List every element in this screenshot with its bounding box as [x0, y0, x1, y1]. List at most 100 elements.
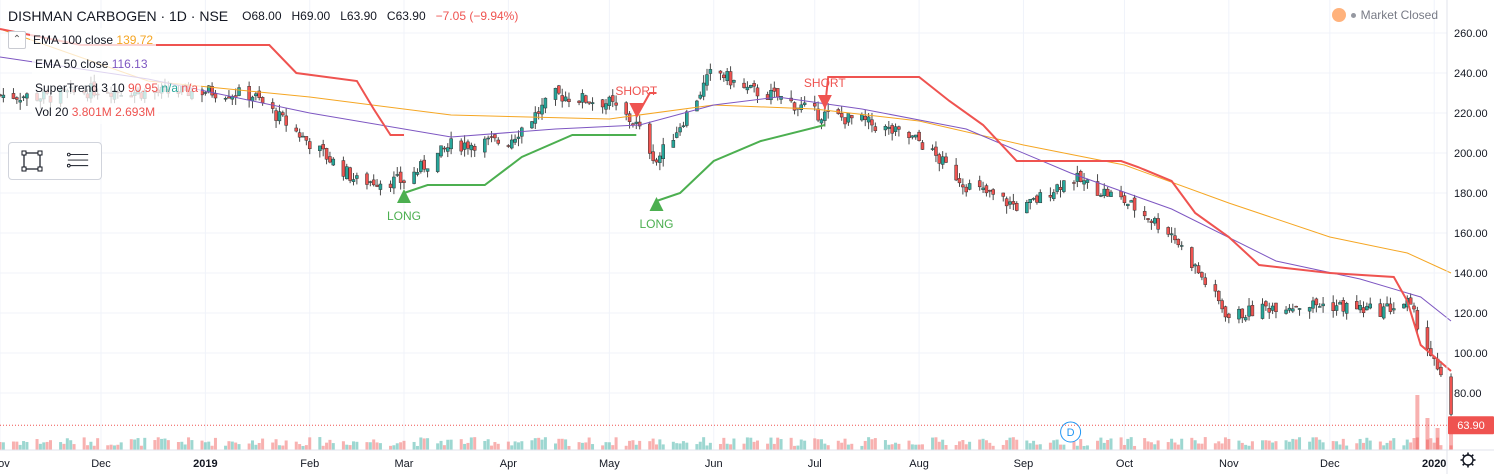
- candle-body: [1156, 218, 1160, 230]
- volume-bar: [59, 442, 63, 450]
- candle-body: [1284, 309, 1288, 314]
- y-tick-label: 220.00: [1454, 108, 1488, 120]
- close-value: C63.90: [386, 9, 426, 23]
- volume-bar: [15, 441, 19, 450]
- rectangle-tool-icon[interactable]: [20, 149, 44, 173]
- volume-bar: [1439, 445, 1443, 450]
- volume-bar: [251, 440, 254, 450]
- volume-bar: [991, 445, 995, 450]
- short-signal-label: SHORT: [804, 76, 846, 90]
- volume-bar: [803, 440, 807, 450]
- volume-bar: [341, 441, 345, 450]
- candle-body: [567, 98, 571, 103]
- volume-bar: [1415, 437, 1419, 450]
- candle-body: [897, 126, 901, 130]
- candle-body: [553, 87, 558, 100]
- collapse-indicators-icon[interactable]: ⌃: [8, 31, 26, 49]
- volume-bar: [1133, 445, 1137, 450]
- candle-body: [1264, 301, 1268, 307]
- indicator-ema100[interactable]: ⌃ EMA 100 close 139.72: [8, 28, 518, 52]
- indicator-ema50[interactable]: EMA 50 close 116.13: [32, 52, 518, 76]
- candle-body: [1048, 194, 1053, 198]
- volume-bar: [698, 441, 702, 450]
- symbol-title[interactable]: DISHMAN CARBOGEN · 1D · NSE: [8, 8, 229, 24]
- volume-bar: [510, 445, 514, 450]
- volume-bar: [207, 441, 211, 450]
- volume-bar: [937, 441, 941, 450]
- volume-bar: [304, 445, 308, 450]
- volume-bar: [190, 440, 194, 450]
- candle-body: [674, 132, 679, 138]
- long-signal-label: LONG: [387, 209, 421, 223]
- settings-lines-icon[interactable]: [66, 149, 90, 173]
- short-signal-label: SHORT: [615, 84, 657, 98]
- event-marker-label: D: [1067, 427, 1075, 439]
- volume-bar: [883, 440, 887, 450]
- candle-body: [371, 179, 376, 186]
- volume-bar: [1341, 438, 1345, 450]
- volume-bar: [1079, 439, 1083, 450]
- candle-body: [425, 168, 430, 172]
- candle-body: [1274, 302, 1278, 312]
- volume-bar: [136, 438, 140, 450]
- volume-bar: [1345, 445, 1349, 450]
- volume-bar: [981, 438, 985, 450]
- candle-body: [483, 138, 487, 153]
- candle-body: [1075, 172, 1080, 182]
- volume-bar: [166, 440, 170, 450]
- volume-bar: [978, 439, 982, 450]
- candle-body: [533, 112, 538, 124]
- candle-body: [977, 180, 982, 188]
- candle-body: [328, 156, 332, 163]
- volume-bar: [82, 437, 86, 450]
- candle-body: [984, 185, 989, 194]
- volume-bar: [1362, 442, 1365, 450]
- volume-ma-value: 2.693M: [115, 105, 156, 119]
- volume-bar: [1011, 437, 1015, 450]
- x-tick-label: Feb: [300, 458, 319, 470]
- volume-spike-bar: [1425, 418, 1430, 450]
- volume-bar: [813, 438, 817, 450]
- volume-bar: [631, 440, 635, 450]
- volume-bar: [1321, 442, 1325, 450]
- candle-body: [223, 97, 228, 100]
- volume-bar: [1059, 444, 1062, 450]
- volume-bar: [931, 437, 935, 450]
- volume-bar: [890, 444, 894, 450]
- candle-body: [654, 159, 659, 163]
- candle-body: [873, 126, 878, 131]
- ema50-label: EMA 50 close: [35, 57, 109, 71]
- volume-bar: [846, 444, 850, 450]
- volume-bar: [1085, 445, 1089, 450]
- x-tick-label: Sep: [1014, 458, 1034, 470]
- candle-body: [1109, 191, 1113, 197]
- volume-bar: [1382, 445, 1386, 450]
- volume-bar: [769, 437, 773, 450]
- supertrend-value: 90.95: [127, 81, 158, 95]
- volume-bar: [1271, 442, 1275, 450]
- volume-bar: [348, 445, 352, 450]
- settings-gear-icon[interactable]: [1460, 452, 1476, 468]
- candle-body: [324, 148, 329, 160]
- volume-bar: [1213, 443, 1217, 450]
- candle-body: [920, 142, 925, 150]
- indicator-supertrend[interactable]: SuperTrend 3 10 90.95 n/a n/a: [32, 76, 518, 100]
- long-signal-arrow: [397, 189, 411, 203]
- x-tick-label: Mar: [395, 458, 414, 470]
- candle-body: [1038, 192, 1043, 204]
- indicator-volume[interactable]: Vol 20 3.801M 2.693M: [32, 100, 518, 124]
- volume-bar: [1126, 438, 1130, 450]
- volume-bar: [486, 439, 490, 450]
- market-status[interactable]: Market Closed: [1331, 8, 1438, 22]
- candle-body: [775, 88, 780, 98]
- volume-bar: [321, 445, 325, 450]
- volume-bar: [436, 443, 440, 450]
- volume-bar: [1425, 439, 1429, 450]
- y-tick-label: 200.00: [1454, 148, 1488, 160]
- candle-body: [274, 110, 278, 121]
- y-tick-label: 140.00: [1454, 268, 1488, 280]
- volume-bar: [412, 441, 416, 450]
- volume-bar: [96, 438, 100, 450]
- candle-body: [944, 156, 948, 163]
- candle-body: [846, 112, 851, 123]
